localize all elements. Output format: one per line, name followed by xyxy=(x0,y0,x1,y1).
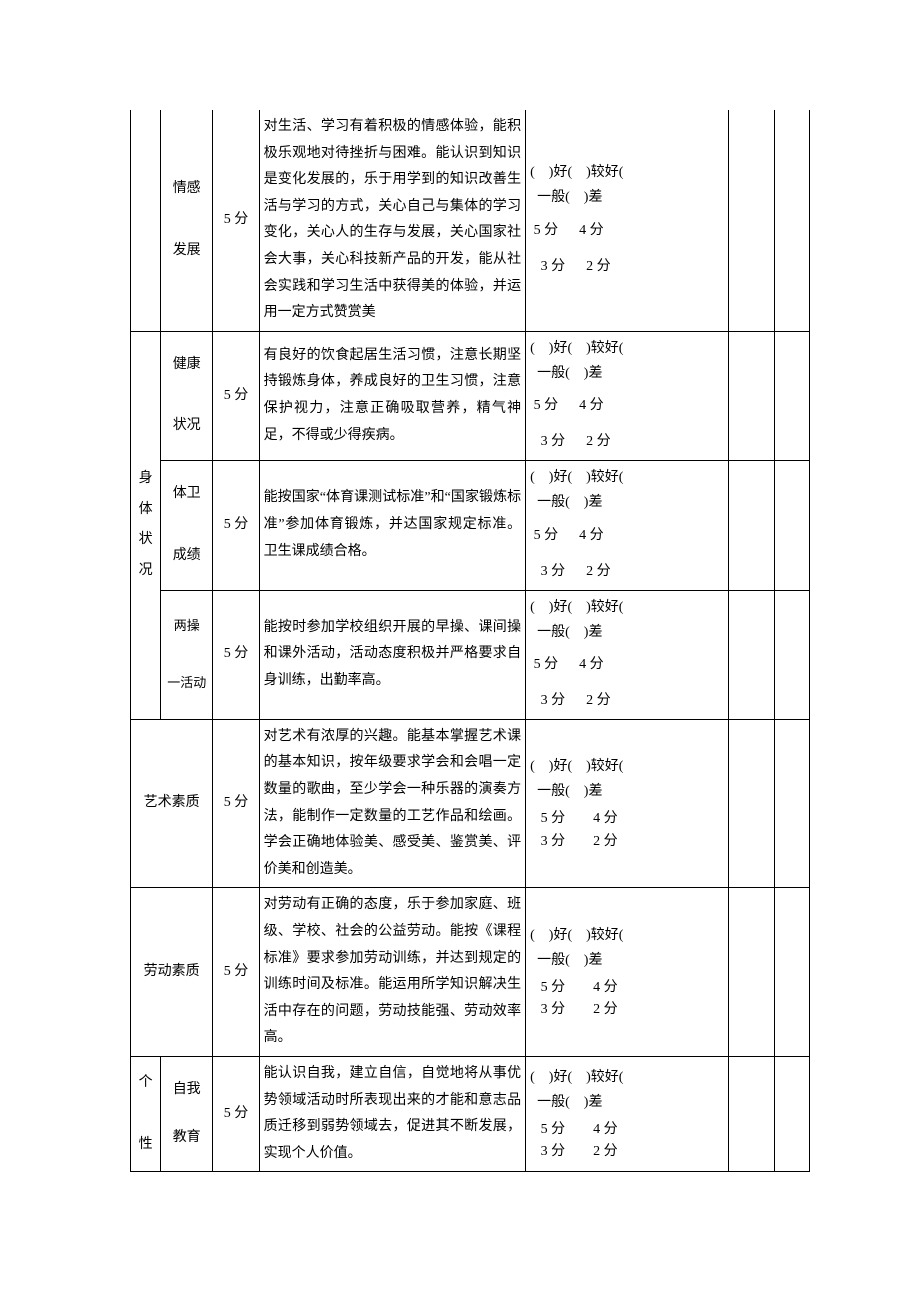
desc-cell: 对生活、学习有着积极的情感体验，能积极乐观地对待挫折与困难。能认识到知识是变化发… xyxy=(259,110,526,331)
score-cell: 5 分 xyxy=(213,1057,259,1172)
score-cell: 5 分 xyxy=(213,110,259,331)
score-cell: 5 分 xyxy=(213,719,259,888)
empty-cell xyxy=(775,888,810,1057)
table-row: 体卫 成绩 5 分 能按国家“体育课测试标准”和“国家锻炼标准”参加体育锻炼，并… xyxy=(131,461,810,590)
empty-cell xyxy=(728,331,774,460)
cat1-cell: 个 性 xyxy=(131,1057,161,1172)
empty-cell xyxy=(775,110,810,331)
cat-merged-cell: 艺术素质 xyxy=(131,719,213,888)
empty-cell xyxy=(728,719,774,888)
desc-cell: 能按时参加学校组织开展的早操、课间操和课外活动，活动态度积极并严格要求自身训练，… xyxy=(259,590,526,719)
score-cell: 5 分 xyxy=(213,331,259,460)
desc-cell: 能按国家“体育课测试标准”和“国家锻炼标准”参加体育锻炼，并达国家规定标准。卫生… xyxy=(259,461,526,590)
desc-cell: 能认识自我，建立自信，自觉地将从事优势领域活动时所表现出来的才能和意志品质迁移到… xyxy=(259,1057,526,1172)
score-cell: 5 分 xyxy=(213,590,259,719)
desc-cell: 对劳动有正确的态度，乐于参加家庭、班级、学校、社会的公益劳动。能按《课程标准》要… xyxy=(259,888,526,1057)
rating-cell: ( )好( )较好( 一般( )差 5 分 4 分 3 分 2 分 xyxy=(526,888,729,1057)
rating-cell: ( )好( )较好( 一般( )差 5 分 4 分 3 分 2 分 xyxy=(526,719,729,888)
empty-cell xyxy=(775,1057,810,1172)
cat2-cell: 情感 发展 xyxy=(161,110,213,331)
cat2-cell: 自我 教育 xyxy=(161,1057,213,1172)
cat-merged-cell: 劳动素质 xyxy=(131,888,213,1057)
table-row: 身体状况 健康 状况 5 分 有良好的饮食起居生活习惯，注意长期坚持锻炼身体，养… xyxy=(131,331,810,460)
table-row: 劳动素质 5 分 对劳动有正确的态度，乐于参加家庭、班级、学校、社会的公益劳动。… xyxy=(131,888,810,1057)
cat2-cell: 健康 状况 xyxy=(161,331,213,460)
table-row: 两操 一活动 5 分 能按时参加学校组织开展的早操、课间操和课外活动，活动态度积… xyxy=(131,590,810,719)
empty-cell xyxy=(775,719,810,888)
cat1-cell xyxy=(131,110,161,331)
evaluation-table: 情感 发展 5 分 对生活、学习有着积极的情感体验，能积极乐观地对待挫折与困难。… xyxy=(130,110,810,1172)
rating-cell: ( )好( )较好( 一般( )差 5 分 4 分 3 分 2 分 xyxy=(526,1057,729,1172)
cat2-cell: 体卫 成绩 xyxy=(161,461,213,590)
score-cell: 5 分 xyxy=(213,888,259,1057)
table-row: 个 性 自我 教育 5 分 能认识自我，建立自信，自觉地将从事优势领域活动时所表… xyxy=(131,1057,810,1172)
rating-cell: ( )好( )较好( 一般( )差 5 分 4 分 3 分 2 分 xyxy=(526,590,729,719)
empty-cell xyxy=(775,331,810,460)
empty-cell xyxy=(728,888,774,1057)
rating-cell: ( )好( )较好( 一般( )差 5 分 4 分 3 分 2 分 xyxy=(526,110,729,331)
empty-cell xyxy=(775,590,810,719)
desc-cell: 对艺术有浓厚的兴趣。能基本掌握艺术课的基本知识，按年级要求学会和会唱一定数量的歌… xyxy=(259,719,526,888)
empty-cell xyxy=(728,590,774,719)
cat1-cell: 身体状况 xyxy=(131,331,161,719)
table-row: 艺术素质 5 分 对艺术有浓厚的兴趣。能基本掌握艺术课的基本知识，按年级要求学会… xyxy=(131,719,810,888)
rating-cell: ( )好( )较好( 一般( )差 5 分 4 分 3 分 2 分 xyxy=(526,461,729,590)
table-row: 情感 发展 5 分 对生活、学习有着积极的情感体验，能积极乐观地对待挫折与困难。… xyxy=(131,110,810,331)
rating-cell: ( )好( )较好( 一般( )差 5 分 4 分 3 分 2 分 xyxy=(526,331,729,460)
empty-cell xyxy=(728,461,774,590)
score-cell: 5 分 xyxy=(213,461,259,590)
empty-cell xyxy=(775,461,810,590)
cat2-cell: 两操 一活动 xyxy=(161,590,213,719)
desc-cell: 有良好的饮食起居生活习惯，注意长期坚持锻炼身体，养成良好的卫生习惯，注意保护视力… xyxy=(259,331,526,460)
empty-cell xyxy=(728,1057,774,1172)
empty-cell xyxy=(728,110,774,331)
